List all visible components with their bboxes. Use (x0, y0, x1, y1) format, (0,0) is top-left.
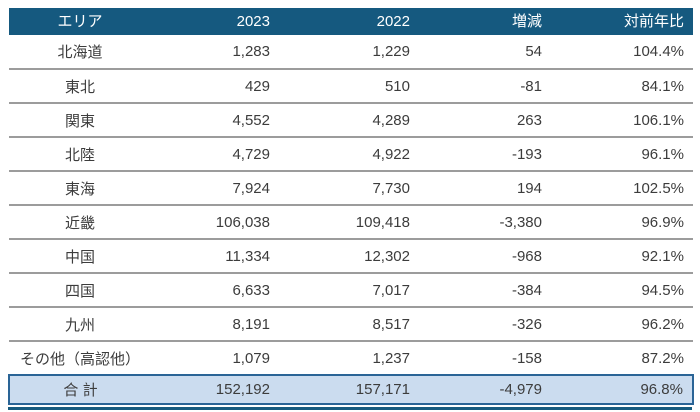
header-cell-2023: 2023 (151, 8, 279, 35)
cell-yoy: 104.4% (551, 35, 693, 70)
table-bottom-rule (8, 407, 692, 410)
cell-diff: -384 (419, 273, 551, 308)
cell-diff: 194 (419, 171, 551, 206)
cell-diff: -81 (419, 69, 551, 104)
table-row-tokai: 東海 7,924 7,730 194 102.5% (9, 171, 693, 206)
header-cell-area: エリア (9, 8, 151, 35)
cell-area: 東海 (9, 171, 151, 206)
cell-diff: -326 (419, 307, 551, 342)
table-row-tohoku: 東北 429 510 -81 84.1% (9, 69, 693, 104)
cell-2023: 1,079 (232, 349, 270, 367)
cell-diff: 54 (419, 35, 551, 70)
cell-diff: -193 (419, 137, 551, 172)
table-row-shikoku: 四国 6,633 7,017 -384 94.5% (9, 273, 693, 308)
cell-area: 九州 (9, 307, 151, 342)
cell-diff: -3,380 (419, 205, 551, 240)
table-row-hokuriku: 北陸 4,729 4,922 -193 96.1% (9, 137, 693, 172)
header-cell-2022: 2022 (279, 8, 419, 35)
header-cell-yoy: 対前年比 (551, 8, 693, 35)
cell-diff: -158 (511, 349, 542, 367)
cell-2023: 8,191 (151, 307, 279, 342)
cell-2023: 11,334 (151, 239, 279, 274)
header-cell-diff: 増減 (419, 8, 551, 35)
total-cell-diff: -4,979 (419, 374, 551, 405)
total-cell-yoy: 96.8% (551, 374, 694, 405)
cell-yoy: 106.1% (551, 103, 693, 138)
table-row-other: その他（高認他） 1,079 1,237 -158 87.2% (9, 341, 693, 375)
total-cell-2023: 152,192 (151, 374, 279, 405)
cell-yoy: 96.2% (551, 307, 693, 342)
table-wrap: エリア 2023 2022 増減 対前年比 北海道 1,283 1,229 54… (8, 8, 694, 410)
total-cell-label: 合 計 (8, 374, 151, 405)
cell-2022: 8,517 (279, 307, 419, 342)
cell-2023: 429 (151, 69, 279, 104)
cell-2022: 510 (279, 69, 419, 104)
area-comparison-table: エリア 2023 2022 増減 対前年比 北海道 1,283 1,229 54… (8, 8, 694, 405)
cell-area: 北陸 (9, 137, 151, 172)
cell-yoy: 87.2% (641, 349, 684, 367)
header-row: エリア 2023 2022 増減 対前年比 (9, 8, 693, 35)
cell-2023: 106,038 (151, 205, 279, 240)
table-row-hokkaido: 北海道 1,283 1,229 54 104.4% (9, 35, 693, 70)
cell-area: 近畿 (9, 205, 151, 240)
cell-yoy: 84.1% (551, 69, 693, 104)
cell-2022: 1,237 (372, 349, 410, 367)
cell-area: 東北 (9, 69, 151, 104)
cell-2022: 1,229 (279, 35, 419, 70)
cell-2022: 7,017 (279, 273, 419, 308)
table-row-kinki: 近畿 106,038 109,418 -3,380 96.9% (9, 205, 693, 240)
cell-yoy: 96.9% (551, 205, 693, 240)
table-row-kyushu: 九州 8,191 8,517 -326 96.2% (9, 307, 693, 342)
cell-2022: 4,922 (279, 137, 419, 172)
cell-yoy: 102.5% (551, 171, 693, 206)
cell-2023: 4,552 (151, 103, 279, 138)
cell-yoy: 92.1% (551, 239, 693, 274)
cell-area: 中国 (9, 239, 151, 274)
cell-yoy: 94.5% (551, 273, 693, 308)
table-row-kanto: 関東 4,552 4,289 263 106.1% (9, 103, 693, 138)
total-cell-2022: 157,171 (279, 374, 419, 405)
cell-diff: -968 (419, 239, 551, 274)
cell-2022: 12,302 (279, 239, 419, 274)
cell-2023: 4,729 (151, 137, 279, 172)
cell-diff: 263 (419, 103, 551, 138)
cell-2023: 6,633 (151, 273, 279, 308)
cell-area: 北海道 (9, 35, 151, 70)
cell-area: 関東 (9, 103, 151, 138)
cell-yoy: 96.1% (551, 137, 693, 172)
cell-2022: 4,289 (279, 103, 419, 138)
table-row-chugoku: 中国 11,334 12,302 -968 92.1% (9, 239, 693, 274)
cell-2022: 109,418 (279, 205, 419, 240)
cell-2023: 1,283 (151, 35, 279, 70)
total-row: 合 計 152,192 157,171 -4,979 96.8% (8, 374, 694, 405)
cell-2023: 7,924 (151, 171, 279, 206)
cell-area: 四国 (9, 273, 151, 308)
cell-2022: 7,730 (279, 171, 419, 206)
cell-area: その他（高認他） (19, 350, 140, 368)
